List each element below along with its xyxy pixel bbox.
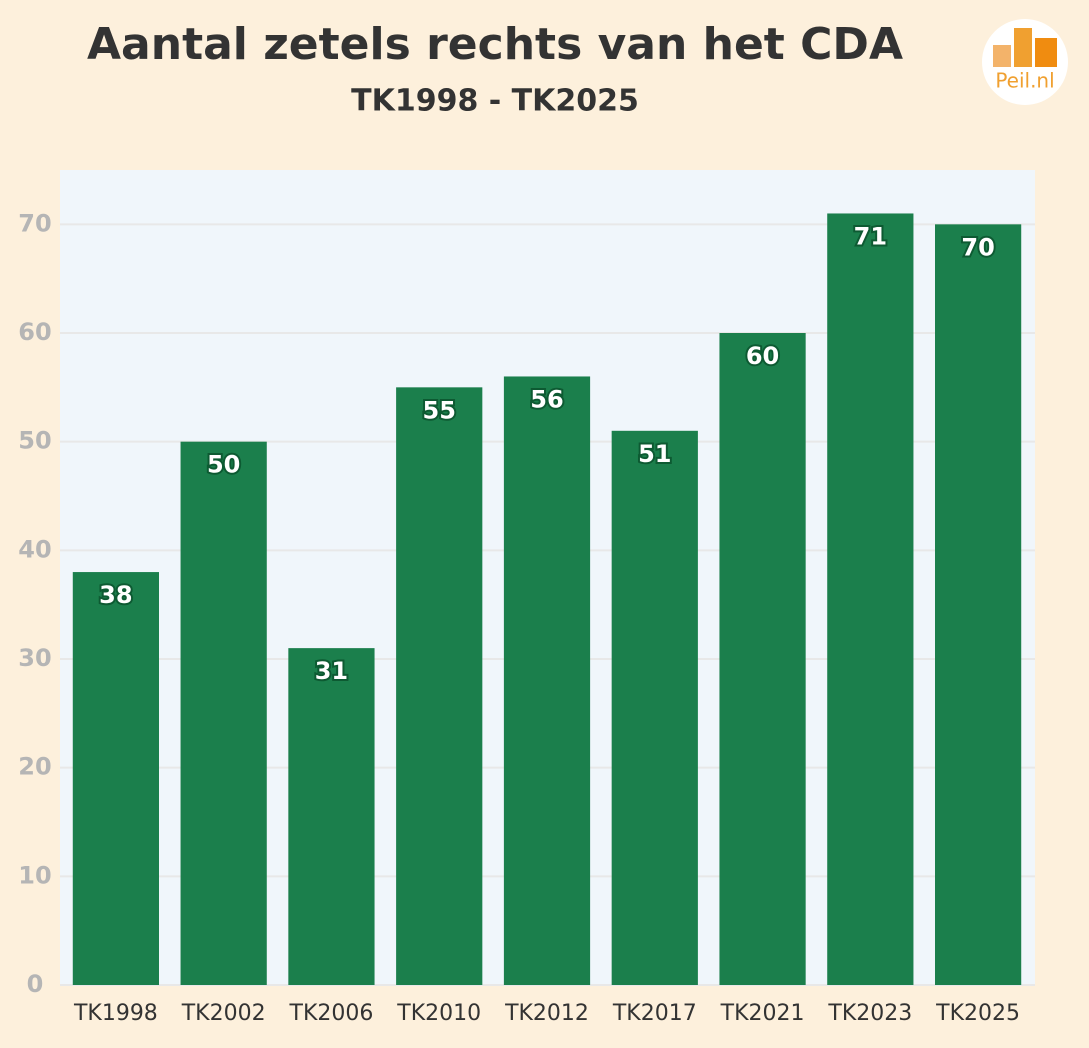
value-label: 50 [207,451,240,479]
value-label: 51 [638,440,671,468]
value-label: 38 [99,581,132,609]
y-tick-label: 10 [18,861,51,889]
logo-text: Peil.nl [995,69,1054,93]
y-tick-label: 40 [18,535,51,563]
bar [935,224,1022,986]
logo: Peil.nl [982,19,1068,105]
value-label: 31 [315,657,348,685]
x-tick-label: TK2002 [181,1001,266,1026]
value-label: 55 [423,396,456,424]
y-tick-label: 0 [27,970,44,998]
y-tick-label: 30 [18,644,51,672]
bar [503,376,591,985]
chart-subtitle: TK1998 - TK2025 [351,84,639,119]
x-tick-label: TK2025 [935,1001,1020,1026]
x-tick-label: TK1998 [73,1001,158,1026]
bar [827,213,914,985]
value-label: 71 [854,222,887,250]
x-tick-label: TK2010 [396,1001,481,1026]
y-tick-label: 70 [18,209,51,237]
x-tick-label: TK2021 [720,1001,805,1026]
bar [72,572,159,985]
bar [288,648,375,985]
bar [611,430,698,985]
value-label: 56 [530,385,563,413]
x-tick-label: TK2023 [827,1001,912,1026]
logo-bar [1035,38,1057,67]
x-tick-label: TK2017 [612,1001,697,1026]
bar [180,441,267,986]
bar [719,333,806,985]
logo-bar [1014,28,1032,67]
y-tick-label: 60 [18,318,51,346]
value-label: 60 [746,342,779,370]
x-tick-label: TK2012 [504,1001,589,1026]
y-tick-label: 50 [18,427,51,455]
bar [396,387,483,985]
chart-title: Aantal zetels rechts van het CDA [87,19,903,70]
logo-bar [993,45,1011,67]
y-tick-label: 20 [18,753,51,781]
x-tick-label: TK2006 [289,1001,374,1026]
value-label: 70 [961,233,994,261]
